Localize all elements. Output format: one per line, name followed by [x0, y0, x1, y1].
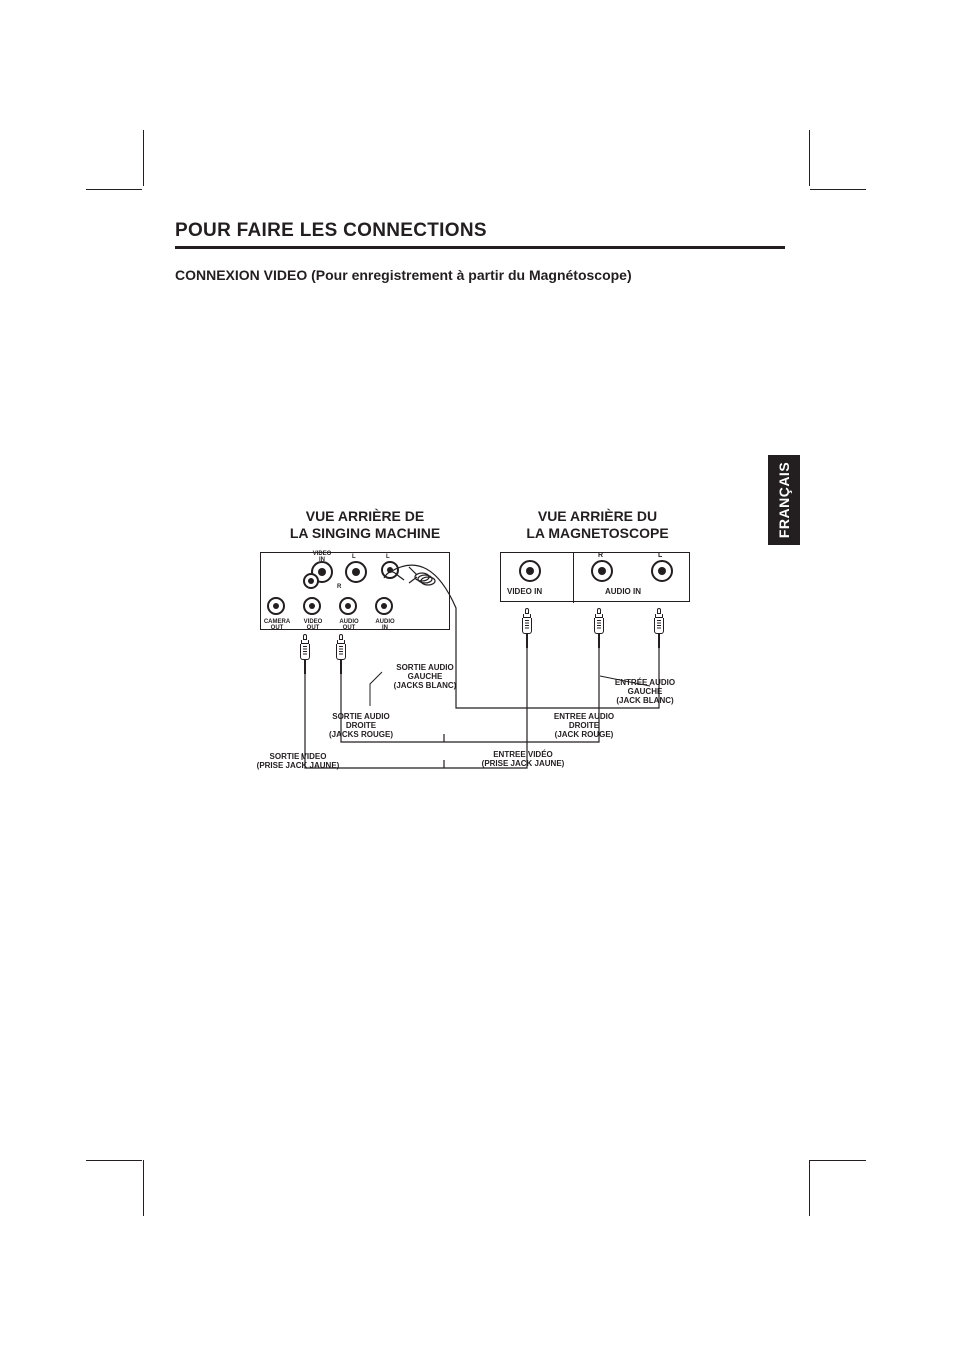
singing-machine-panel: VIDEO IN L L R CAMERA OUT VIDEO OUT AU	[260, 552, 450, 630]
plug-icon	[336, 634, 346, 674]
crop-mark	[86, 1160, 142, 1161]
connection-diagram: VUE ARRIÈRE DE LA SINGING MACHINE VUE AR…	[240, 508, 700, 788]
crop-mark	[810, 1160, 866, 1161]
label-r-small: R	[337, 584, 341, 590]
jack-vcr-video-in	[519, 560, 541, 582]
crop-mark	[143, 130, 144, 186]
crop-mark	[86, 189, 142, 190]
callout-entree-audio-gauche: ENTRÉE AUDIO GAUCHE (JACK BLANC)	[602, 678, 688, 706]
page-content: POUR FAIRE LES CONNECTIONS CONNEXION VID…	[175, 220, 785, 283]
vcr-separator	[573, 553, 574, 603]
left-title-line1: VUE ARRIÈRE DE	[306, 508, 425, 524]
crop-mark	[143, 1160, 144, 1216]
label-vcr-audio-in: AUDIO IN	[605, 587, 641, 596]
right-device-title: VUE ARRIÈRE DU LA MAGNETOSCOPE	[505, 508, 690, 542]
jack-vcr-audio-r	[591, 560, 613, 582]
left-device-title: VUE ARRIÈRE DE LA SINGING MACHINE	[270, 508, 460, 542]
language-tab: FRANÇAIS	[768, 455, 800, 545]
label-audio-out: AUDIO OUT	[333, 619, 365, 632]
label-l: L	[352, 554, 356, 560]
jack-audio-in	[375, 597, 393, 615]
label-camera-out: CAMERA OUT	[261, 619, 293, 632]
plug-icon	[300, 634, 310, 674]
crop-mark	[810, 189, 866, 190]
jack-vcr-audio-l	[651, 560, 673, 582]
subtitle: CONNEXION VIDEO (Pour enregistrement à p…	[175, 267, 785, 283]
label-vcr-r: R	[598, 552, 603, 559]
right-title-line2: LA MAGNETOSCOPE	[526, 525, 668, 541]
plug-icon	[522, 608, 532, 648]
callout-sortie-video: SORTIE VIDEO (PRISE JACK JAUNE)	[250, 752, 346, 770]
right-title-line1: VUE ARRIÈRE DU	[538, 508, 657, 524]
callout-entree-audio-droite: ENTREE AUDIO DROITE (JACK ROUGE)	[546, 712, 622, 740]
jack-camera-out	[267, 597, 285, 615]
language-tab-label: FRANÇAIS	[776, 462, 792, 538]
crop-mark	[809, 1160, 810, 1216]
label-l-small: L	[386, 554, 390, 560]
callout-entree-video: ENTREE VIDÉO (PRISE JACK JAUNE)	[476, 750, 570, 768]
jack-audio-out	[339, 597, 357, 615]
section-title: POUR FAIRE LES CONNECTIONS	[175, 220, 785, 249]
label-vcr-video-in: VIDEO IN	[507, 587, 542, 596]
label-audio-in: AUDIO IN	[369, 619, 401, 632]
coil-icon	[407, 565, 437, 591]
plug-icon	[654, 608, 664, 648]
vcr-panel: R L VIDEO IN AUDIO IN	[500, 552, 690, 602]
jack-audio-r	[303, 573, 319, 589]
label-video-out: VIDEO OUT	[297, 619, 329, 632]
callout-sortie-audio-gauche: SORTIE AUDIO GAUCHE (JACKS BLANC)	[384, 663, 466, 691]
jack-audio-l-small	[381, 561, 399, 579]
callout-sortie-audio-droite: SORTIE AUDIO DROITE (JACKS ROUGE)	[320, 712, 402, 740]
plug-icon	[594, 608, 604, 648]
jack-video-out	[303, 597, 321, 615]
left-title-line2: LA SINGING MACHINE	[290, 525, 440, 541]
crop-mark	[809, 130, 810, 186]
label-vcr-l: L	[658, 552, 662, 559]
jack-audio-l	[345, 561, 367, 583]
